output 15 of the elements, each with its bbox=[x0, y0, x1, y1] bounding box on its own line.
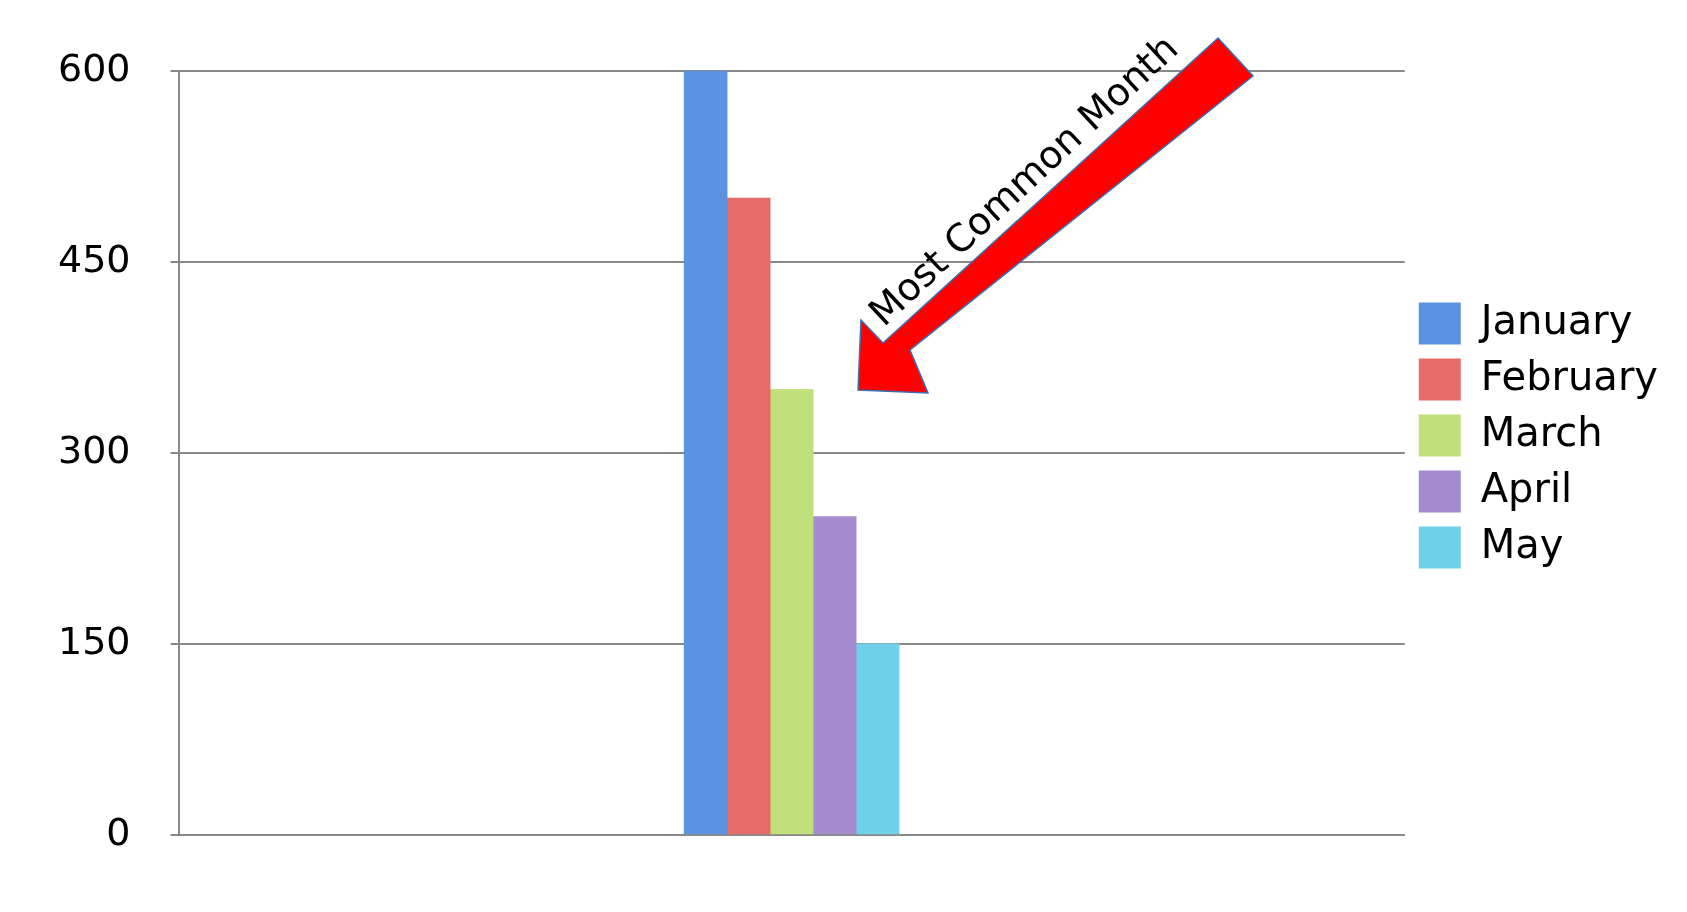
y-tick-label: 0 bbox=[106, 809, 131, 854]
legend-label: February bbox=[1480, 352, 1658, 399]
y-tick-label: 600 bbox=[58, 45, 131, 90]
bar bbox=[769, 388, 814, 835]
legend-label: May bbox=[1480, 520, 1564, 567]
y-tick-label: 150 bbox=[58, 618, 131, 663]
bar bbox=[726, 197, 771, 835]
legend-label: January bbox=[1477, 296, 1633, 343]
legend-label: March bbox=[1480, 408, 1603, 455]
legend-label: April bbox=[1480, 464, 1573, 511]
bar bbox=[812, 516, 857, 835]
bar bbox=[683, 70, 728, 835]
y-tick-label: 300 bbox=[58, 427, 131, 472]
y-tick-label: 450 bbox=[58, 236, 131, 281]
bar bbox=[855, 643, 900, 835]
